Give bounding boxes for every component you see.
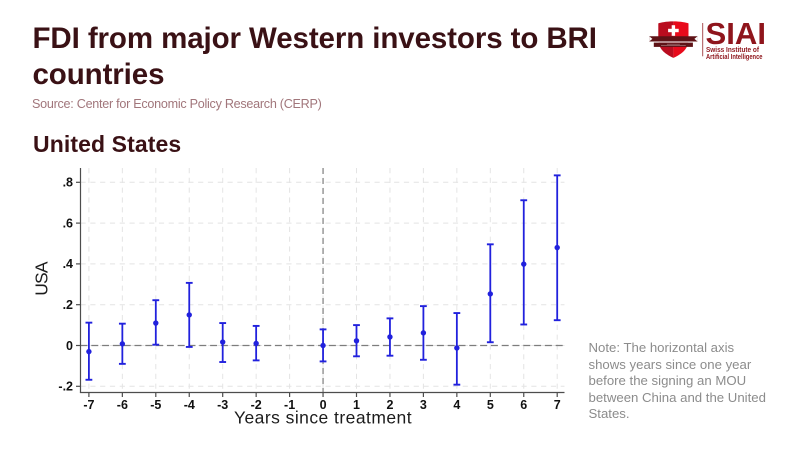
svg-text:.2: .2	[63, 298, 73, 312]
svg-text:.6: .6	[63, 216, 73, 230]
svg-text:-7: -7	[83, 398, 94, 412]
svg-text:.4: .4	[63, 257, 73, 271]
svg-text:6: 6	[520, 398, 527, 412]
svg-text:-.2: -.2	[58, 380, 73, 394]
svg-text:-2: -2	[251, 398, 262, 412]
svg-text:0: 0	[320, 398, 327, 412]
svg-text:-1: -1	[284, 398, 295, 412]
svg-text:-6: -6	[117, 398, 128, 412]
svg-text:Swiss Institute of: Swiss Institute of	[706, 47, 760, 54]
svg-text:5: 5	[487, 398, 494, 412]
svg-text:-3: -3	[217, 398, 228, 412]
svg-text:0: 0	[66, 339, 73, 353]
svg-text:-5: -5	[150, 398, 161, 412]
svg-text:.8: .8	[63, 176, 73, 190]
svg-text:Years since treatment: Years since treatment	[234, 408, 412, 428]
svg-text:SIAI: SIAI	[706, 17, 767, 51]
svg-text:4: 4	[453, 398, 460, 412]
svg-text:Artificial Intelligence: Artificial Intelligence	[706, 54, 763, 61]
svg-text:1: 1	[353, 398, 360, 412]
svg-text:2: 2	[386, 398, 393, 412]
svg-text:-4: -4	[184, 398, 195, 412]
svg-text:7: 7	[554, 398, 561, 412]
svg-text:USA: USA	[32, 261, 52, 296]
svg-text:3: 3	[420, 398, 427, 412]
